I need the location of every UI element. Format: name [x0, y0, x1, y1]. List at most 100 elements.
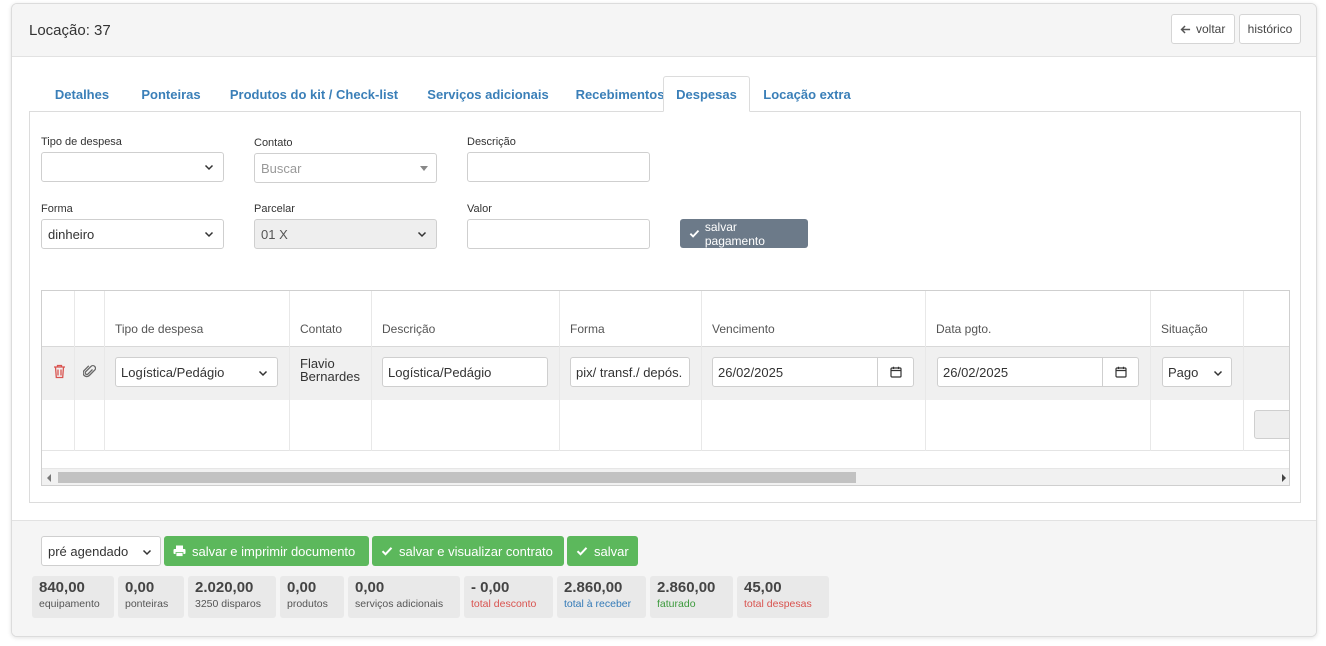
row-tipo-value: Logística/Pedágio	[121, 364, 225, 380]
header-contato: Contato	[300, 322, 343, 336]
stat-value: 0,00	[355, 579, 385, 596]
descricao-input[interactable]	[467, 152, 650, 182]
printer-icon	[173, 545, 186, 557]
calendar-icon	[889, 366, 902, 378]
stat-servicos-adicionais: 0,00 serviços adicionais	[348, 576, 460, 618]
column-divider	[289, 291, 290, 451]
rental-panel: Locação: 37 voltar histórico Detalhes Po…	[11, 3, 1317, 637]
stat-value: 2.860,00	[564, 579, 623, 596]
row-tipo-select[interactable]: Logística/Pedágio	[115, 357, 278, 387]
contato-search-select[interactable]: Buscar	[254, 153, 437, 183]
stat-label: total despesas	[744, 598, 812, 610]
header-forma: Forma	[570, 322, 605, 336]
descricao-label: Descrição	[467, 136, 516, 148]
tab-locacao-extra[interactable]: Locação extra	[763, 86, 851, 102]
tab-detalhes[interactable]: Detalhes	[54, 86, 110, 102]
stat-label: 3250 disparos	[195, 598, 261, 610]
scroll-thumb[interactable]	[58, 472, 856, 483]
back-button-label: voltar	[1196, 22, 1226, 36]
row-vencimento-input[interactable]: 26/02/2025	[712, 357, 878, 387]
header-data-pgto: Data pgto.	[936, 322, 992, 336]
caret-down-icon	[420, 166, 428, 171]
parcelar-label: Parcelar	[254, 203, 295, 215]
stat-label: faturado	[657, 598, 696, 610]
parcelar-select[interactable]: 01 X	[254, 219, 437, 249]
tab-despesas[interactable]: Despesas	[663, 76, 750, 112]
stat-total-despesas: 45,00 total despesas	[737, 576, 829, 618]
contato-label: Contato	[254, 137, 293, 149]
stat-value: 2.020,00	[195, 579, 254, 596]
stat-total-desconto: - 0,00 total desconto	[464, 576, 553, 618]
valor-input[interactable]	[467, 219, 650, 249]
stat-value: 0,00	[125, 579, 155, 596]
save-print-label: salvar e imprimir documento	[192, 543, 356, 559]
stat-value: 0,00	[287, 579, 317, 596]
forma-select[interactable]: dinheiro	[41, 219, 224, 249]
stat-label: total desconto	[471, 598, 537, 610]
chevron-down-icon	[204, 231, 214, 238]
tipo-despesa-label: Tipo de despesa	[41, 136, 122, 148]
parcelar-value: 01 X	[261, 226, 288, 242]
tab-ponteiras[interactable]: Ponteiras	[141, 86, 201, 102]
paperclip-icon[interactable]	[83, 364, 96, 379]
column-divider	[559, 291, 560, 451]
column-divider	[701, 291, 702, 451]
stat-value: 2.860,00	[657, 579, 716, 596]
row-forma-select[interactable]: pix/ transf./ depós.	[570, 357, 690, 387]
scroll-right-icon[interactable]	[1282, 474, 1286, 482]
column-divider	[104, 291, 105, 451]
header-situacao: Situação	[1161, 322, 1208, 336]
horizontal-scrollbar[interactable]	[42, 468, 1289, 485]
tab-produtos-kit[interactable]: Produtos do kit / Check-list	[229, 86, 399, 102]
chevron-down-icon	[204, 164, 214, 171]
row-action-button[interactable]	[1254, 410, 1289, 439]
row-descricao-input[interactable]: Logística/Pedágio	[382, 357, 548, 387]
row-data-pgto-input[interactable]: 26/02/2025	[937, 357, 1103, 387]
tab-servicos-adicionais[interactable]: Serviços adicionais	[427, 86, 549, 102]
save-view-contract-button[interactable]: salvar e visualizar contrato	[372, 536, 564, 566]
status-select[interactable]: pré agendado	[41, 536, 161, 566]
row-situacao-value: Pago	[1168, 364, 1199, 380]
chevron-down-icon	[417, 231, 427, 238]
data-pgto-calendar-button[interactable]	[1102, 357, 1139, 387]
check-icon	[381, 547, 393, 556]
save-button[interactable]: salvar	[567, 536, 638, 566]
row-situacao-select[interactable]: Pago	[1162, 357, 1232, 387]
check-icon	[576, 547, 588, 556]
stat-equipamento: 840,00 equipamento	[32, 576, 114, 618]
stat-label: total à receber	[564, 598, 632, 610]
tipo-despesa-select[interactable]	[41, 152, 224, 182]
scroll-left-icon[interactable]	[47, 474, 51, 482]
stat-label: ponteiras	[125, 598, 169, 610]
back-button[interactable]: voltar	[1171, 14, 1235, 44]
panel-header: Locação: 37 voltar histórico	[12, 4, 1316, 57]
save-payment-label: salvar pagamento	[704, 219, 765, 248]
chevron-down-icon	[258, 370, 268, 377]
stat-value: 840,00	[39, 579, 85, 596]
stat-label: equipamento	[39, 598, 100, 610]
row-forma-value: pix/ transf./ depós.	[576, 364, 683, 380]
header-vencimento: Vencimento	[712, 322, 775, 336]
column-divider	[1243, 291, 1244, 451]
save-payment-button[interactable]: salvar pagamento	[680, 219, 808, 248]
vencimento-calendar-button[interactable]	[877, 357, 914, 387]
row-separator	[42, 450, 1289, 451]
header-descricao: Descrição	[382, 322, 436, 336]
history-button[interactable]: histórico	[1239, 14, 1301, 44]
column-divider	[1150, 291, 1151, 451]
arrow-left-icon	[1180, 24, 1191, 34]
forma-value: dinheiro	[48, 226, 95, 242]
tab-recebimentos[interactable]: Recebimentos	[575, 86, 665, 102]
stat-value: 45,00	[744, 579, 782, 596]
save-print-button[interactable]: salvar e imprimir documento	[164, 536, 369, 566]
column-divider	[74, 291, 75, 451]
stat-faturado: 2.860,00 faturado	[650, 576, 733, 618]
page-title: Locação: 37	[29, 22, 111, 39]
check-icon	[689, 229, 700, 238]
stat-label: produtos	[287, 598, 328, 610]
stat-ponteiras: 0,00 ponteiras	[118, 576, 184, 618]
trash-icon[interactable]	[53, 364, 66, 379]
contato-placeholder: Buscar	[261, 160, 302, 176]
save-label: salvar	[594, 543, 629, 559]
forma-label: Forma	[41, 203, 73, 215]
